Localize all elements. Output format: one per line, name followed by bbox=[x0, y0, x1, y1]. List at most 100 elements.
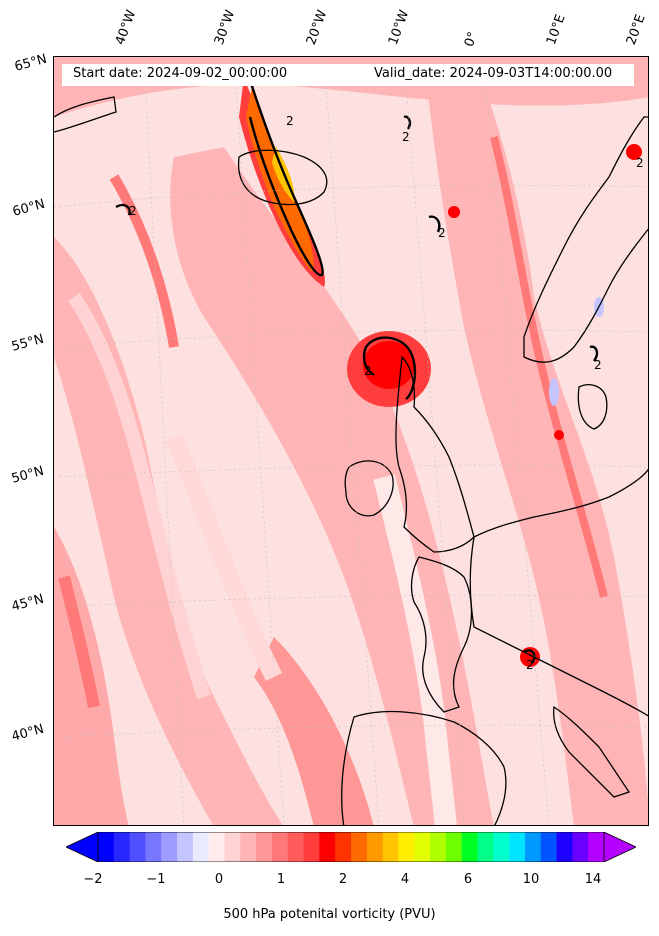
pv-spot-4 bbox=[626, 144, 642, 160]
graticule-lat-1 bbox=[54, 184, 648, 208]
colorbar-cell bbox=[556, 832, 573, 862]
contour-label-med: 2 bbox=[526, 658, 534, 672]
lon-label-10w: 10°W bbox=[385, 8, 413, 47]
contour-scotland bbox=[362, 336, 417, 400]
colorbar-cell bbox=[192, 832, 210, 862]
colorbar-cell bbox=[224, 832, 241, 862]
colorbar-cell bbox=[430, 832, 447, 862]
coast-denmark bbox=[577, 384, 608, 430]
graticule-lon-1 bbox=[143, 57, 185, 825]
pv-band-lightstreak1 bbox=[68, 293, 211, 700]
graticule-lon-4 bbox=[403, 57, 465, 825]
contour-label-ne: 2 bbox=[636, 156, 644, 170]
colorbar-arrow-outline-right bbox=[603, 832, 636, 862]
coast-france bbox=[410, 556, 473, 713]
graticule-lon-3 bbox=[323, 57, 380, 825]
contour-label-scotland: 2 bbox=[364, 364, 372, 378]
colorbar-title: 500 hPa potenital vorticity (PVU) bbox=[223, 907, 436, 922]
cbar-tick-14: 14 bbox=[584, 872, 602, 887]
cbar-tick-1: 1 bbox=[276, 872, 286, 887]
colorbar-cell bbox=[445, 832, 463, 862]
lat-label-65n: 65°N bbox=[13, 51, 49, 75]
graticule-lon-2 bbox=[233, 57, 285, 825]
coastlines bbox=[54, 96, 648, 825]
colorbar-cell bbox=[493, 832, 510, 862]
colorbar-arrow-outline bbox=[66, 832, 99, 862]
coast-greenland bbox=[54, 96, 117, 133]
contour-med-small bbox=[523, 649, 536, 664]
colorbar-cell bbox=[366, 832, 384, 862]
pv-bands bbox=[54, 57, 648, 825]
pv-band-east bbox=[424, 57, 648, 825]
colorbar-cell bbox=[129, 832, 146, 862]
colorbar-cell bbox=[572, 832, 589, 862]
lat-label-45n: 45°N bbox=[10, 591, 46, 615]
graticule-lon-5 bbox=[483, 57, 550, 825]
start-date-label: Start date: 2024-09-02_00:00:00 bbox=[73, 66, 288, 81]
colorbar-cell bbox=[256, 832, 273, 862]
lon-label-20w: 20°W bbox=[303, 8, 331, 47]
contour-label-iceland: 2 bbox=[286, 114, 294, 128]
colorbar-cell bbox=[177, 832, 194, 862]
blob-inner bbox=[363, 341, 415, 389]
cbar-tick-0: 0 bbox=[214, 872, 224, 887]
colorbar-cell bbox=[98, 832, 115, 862]
cbar-tick-4: 4 bbox=[400, 872, 410, 887]
map-panel: 2 2 2 2 2 2 2 2 bbox=[53, 56, 649, 826]
colorbar-extend-max bbox=[604, 832, 636, 862]
colorbar-cell bbox=[382, 832, 399, 862]
colorbar-cell bbox=[335, 832, 352, 862]
contour-north-small bbox=[403, 115, 412, 130]
contour-norway-small bbox=[428, 215, 441, 233]
colorbar-cell bbox=[303, 832, 320, 862]
colorbar-cell bbox=[240, 832, 257, 862]
coast-ireland bbox=[344, 460, 394, 517]
colorbar-cell bbox=[271, 832, 289, 862]
coast-europe-main bbox=[469, 468, 648, 717]
lon-label-20e: 20°E bbox=[623, 12, 649, 48]
contour-west-small bbox=[115, 203, 131, 216]
colorbar-outline bbox=[97, 832, 605, 862]
cbar-tick-2: 2 bbox=[338, 872, 348, 887]
pv-band-strongstreak3 bbox=[58, 575, 100, 709]
valid-date-label: Valid_date: 2024-09-03T14:00:00.00 bbox=[374, 66, 613, 81]
colorbar-cell bbox=[351, 832, 368, 862]
colorbar-cells bbox=[98, 832, 605, 862]
coast-norway bbox=[523, 116, 648, 363]
pv-band-strongstreak2 bbox=[109, 174, 179, 348]
pv-spot-1 bbox=[448, 206, 460, 218]
lon-label-10e: 10°E bbox=[543, 12, 569, 48]
colorbar-cell bbox=[540, 832, 558, 862]
scotland-pv-blob bbox=[347, 331, 431, 407]
colorbar-cell bbox=[113, 832, 131, 862]
contour-label-scandinavia: 2 bbox=[594, 358, 602, 372]
header-bar bbox=[62, 64, 634, 86]
lat-label-55n: 55°N bbox=[10, 331, 46, 355]
colorbar-cell bbox=[208, 832, 225, 862]
colorbar-cell bbox=[588, 832, 605, 862]
colorbar bbox=[66, 832, 636, 862]
graticule bbox=[54, 57, 648, 825]
colorbar-cell bbox=[461, 832, 478, 862]
contour-label-norway: 2 bbox=[438, 226, 446, 240]
coast-iceland bbox=[237, 149, 328, 206]
lon-label-40w: 40°W bbox=[112, 8, 140, 47]
cbar-tick-neg1: −1 bbox=[146, 872, 166, 887]
colorbar-cell bbox=[161, 832, 178, 862]
pv-band-lightstreak3 bbox=[165, 433, 283, 682]
colorbar-cell bbox=[477, 832, 494, 862]
colorbar-cell bbox=[509, 832, 526, 862]
cbar-tick-10: 10 bbox=[522, 872, 540, 887]
colorbar-extend-min bbox=[66, 832, 98, 862]
pv-band-strongstreak1 bbox=[490, 136, 608, 598]
coast-italy bbox=[553, 705, 631, 798]
lon-label-30w: 30°W bbox=[211, 8, 239, 47]
pv-map: 2 2 2 2 2 2 2 2 bbox=[54, 57, 648, 825]
pv-band-central bbox=[170, 147, 494, 825]
contour-labels: 2 2 2 2 2 2 2 2 bbox=[129, 114, 644, 672]
coast-iberia bbox=[341, 710, 507, 825]
colorbar-cell bbox=[287, 832, 305, 862]
contour-label-north: 2 bbox=[402, 130, 410, 144]
cbar-tick-neg2: −2 bbox=[83, 872, 103, 887]
cbar-tick-6: 6 bbox=[463, 872, 473, 887]
